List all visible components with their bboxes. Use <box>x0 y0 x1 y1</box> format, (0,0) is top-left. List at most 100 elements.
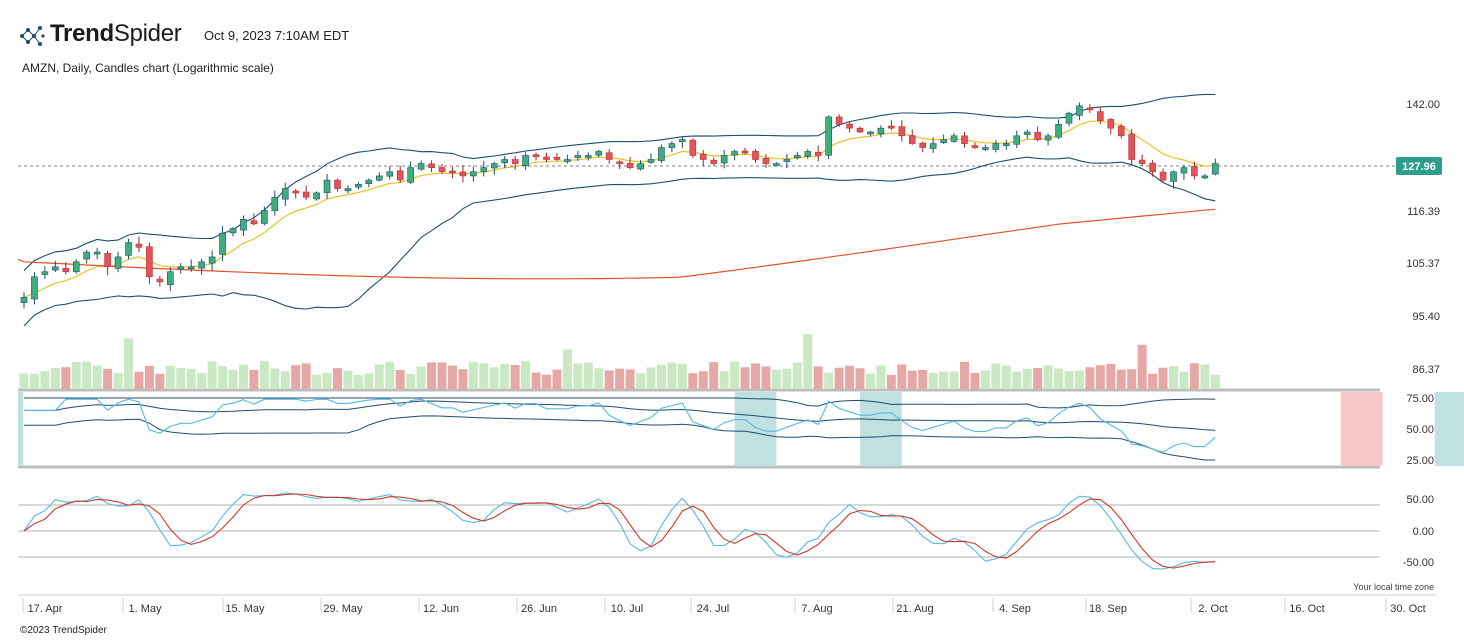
candle[interactable] <box>41 266 49 279</box>
candle[interactable] <box>375 172 383 182</box>
candle[interactable] <box>302 185 310 200</box>
candle[interactable] <box>553 153 561 161</box>
candle[interactable] <box>814 145 822 162</box>
candle[interactable] <box>323 173 331 200</box>
candle[interactable] <box>208 250 216 271</box>
candle[interactable] <box>856 126 864 134</box>
candle[interactable] <box>125 238 132 260</box>
candle[interactable] <box>616 160 623 170</box>
candle[interactable] <box>919 141 927 153</box>
candle[interactable] <box>511 155 519 170</box>
candle[interactable] <box>689 138 697 158</box>
candle[interactable] <box>1013 130 1021 149</box>
candle[interactable] <box>908 129 916 145</box>
candle[interactable] <box>470 166 477 182</box>
candle[interactable] <box>156 275 164 287</box>
candle[interactable] <box>1201 173 1209 180</box>
candle[interactable] <box>825 115 832 160</box>
candle[interactable] <box>783 154 791 169</box>
candle[interactable] <box>334 178 341 192</box>
candle[interactable] <box>741 147 749 155</box>
candle[interactable] <box>313 191 320 201</box>
candle[interactable] <box>93 247 101 260</box>
candle[interactable] <box>438 163 446 174</box>
candle[interactable] <box>104 250 111 276</box>
candle[interactable] <box>187 259 195 272</box>
candle[interactable] <box>668 141 676 153</box>
candle[interactable] <box>1086 104 1094 113</box>
candle[interactable] <box>292 188 300 199</box>
candle[interactable] <box>281 182 289 206</box>
candle[interactable] <box>940 134 947 144</box>
candle[interactable] <box>229 226 237 237</box>
candle[interactable] <box>658 144 665 164</box>
candle[interactable] <box>1107 117 1115 135</box>
candle[interactable] <box>407 161 414 184</box>
candle[interactable] <box>584 152 592 161</box>
candle[interactable] <box>637 160 644 171</box>
candle[interactable] <box>877 125 885 138</box>
candle[interactable] <box>1023 129 1031 140</box>
candle[interactable] <box>1170 170 1177 189</box>
candle[interactable] <box>365 178 373 188</box>
candle[interactable] <box>564 154 571 164</box>
candle[interactable] <box>355 182 362 190</box>
candle[interactable] <box>114 251 122 273</box>
candle[interactable] <box>31 272 38 305</box>
candle[interactable] <box>699 149 707 167</box>
candle[interactable] <box>146 242 153 284</box>
candle[interactable] <box>522 152 529 170</box>
candle[interactable] <box>1191 161 1198 180</box>
candle[interactable] <box>261 206 268 226</box>
candle[interactable] <box>846 121 853 133</box>
candle[interactable] <box>898 120 906 142</box>
candle[interactable] <box>543 152 550 163</box>
candle[interactable] <box>1002 139 1010 150</box>
candle[interactable] <box>710 157 718 166</box>
candle[interactable] <box>219 226 226 262</box>
candle[interactable] <box>417 160 425 171</box>
candle[interactable] <box>344 185 352 194</box>
candle[interactable] <box>1212 158 1219 176</box>
candlesticks[interactable] <box>20 102 1219 309</box>
candle[interactable] <box>867 130 874 137</box>
candle[interactable] <box>72 259 80 274</box>
candle[interactable] <box>982 144 989 152</box>
candle[interactable] <box>271 190 279 216</box>
candle[interactable] <box>1117 123 1125 139</box>
candle[interactable] <box>720 149 728 169</box>
candle[interactable] <box>961 131 968 148</box>
candle[interactable] <box>386 166 394 180</box>
candle[interactable] <box>62 262 70 275</box>
candle[interactable] <box>396 165 404 183</box>
candle[interactable] <box>835 114 843 127</box>
candle[interactable] <box>992 140 1000 153</box>
candle[interactable] <box>1076 102 1083 121</box>
candle[interactable] <box>626 156 634 170</box>
candle[interactable] <box>449 166 456 179</box>
candle[interactable] <box>1138 154 1146 166</box>
candle[interactable] <box>1055 119 1062 139</box>
candle[interactable] <box>605 149 613 164</box>
candle[interactable] <box>135 236 143 252</box>
candle[interactable] <box>459 165 467 183</box>
candle[interactable] <box>647 153 655 164</box>
candle[interactable] <box>804 148 812 159</box>
candle[interactable] <box>929 137 937 153</box>
candle[interactable] <box>1034 126 1041 142</box>
candle[interactable] <box>762 154 770 168</box>
candle[interactable] <box>240 215 247 236</box>
candle[interactable] <box>752 149 759 163</box>
candle[interactable] <box>1149 159 1156 177</box>
candle[interactable] <box>1128 129 1135 166</box>
candle[interactable] <box>490 161 498 175</box>
candle[interactable] <box>731 149 738 161</box>
candle[interactable] <box>971 142 979 150</box>
candle[interactable] <box>501 156 509 169</box>
candle[interactable] <box>1159 168 1167 182</box>
candle[interactable] <box>167 267 174 292</box>
candle[interactable] <box>532 152 540 161</box>
candle[interactable] <box>52 260 59 273</box>
candle[interactable] <box>773 161 780 167</box>
